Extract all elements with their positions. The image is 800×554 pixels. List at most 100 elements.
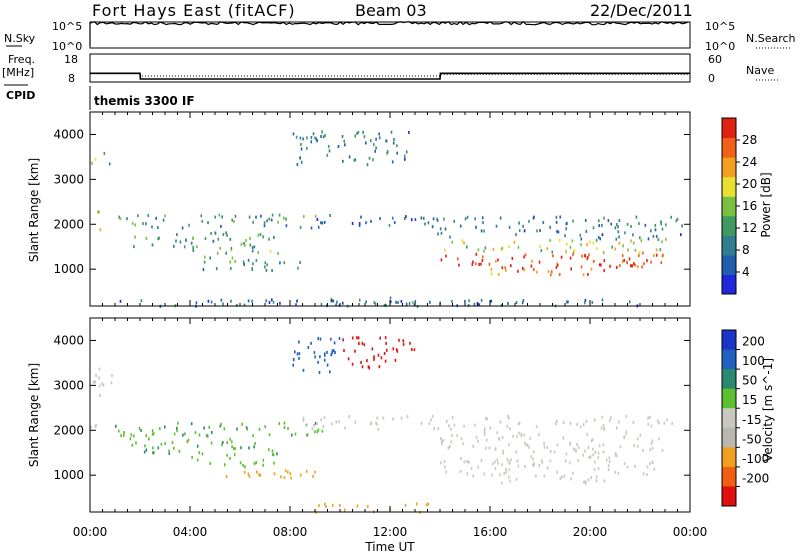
- heatmap-cell: [210, 232, 212, 235]
- heatmap-cell: [380, 356, 383, 360]
- heatmap-cell: [569, 461, 571, 465]
- heatmap-cell: [214, 231, 217, 235]
- heatmap-cell: [632, 233, 634, 237]
- heatmap-cell: [321, 221, 324, 225]
- heatmap-cell: [654, 228, 657, 232]
- heatmap-cell: [481, 255, 484, 259]
- heatmap-cell: [522, 298, 525, 302]
- heatmap-cell: [269, 249, 272, 253]
- heatmap-cell: [294, 432, 297, 436]
- heatmap-cell: [91, 161, 93, 165]
- heatmap-cell: [305, 469, 308, 473]
- heatmap-cell: [653, 254, 655, 258]
- heatmap-cell: [661, 448, 664, 452]
- heatmap-cell: [403, 154, 406, 158]
- heatmap-cell: [320, 418, 322, 422]
- heatmap-cell: [176, 429, 178, 433]
- heatmap-cell: [503, 471, 505, 475]
- heatmap-cell: [638, 222, 640, 225]
- heatmap-cell: [268, 301, 271, 304]
- heatmap-cell: [196, 444, 199, 448]
- heatmap-cell: [432, 217, 435, 221]
- heatmap-cell: [602, 424, 605, 427]
- heatmap-cell: [361, 341, 364, 345]
- heatmap-cell: [518, 221, 520, 225]
- heatmap-cell: [472, 474, 474, 478]
- heatmap-cell: [617, 471, 620, 475]
- heatmap-cell: [310, 140, 313, 144]
- heatmap-cell: [378, 132, 380, 136]
- velocity-colorbar-band: [722, 388, 736, 409]
- heatmap-cell: [248, 446, 250, 450]
- heatmap-cell: [632, 420, 635, 424]
- heatmap-cell: [210, 441, 213, 445]
- heatmap-cell: [531, 259, 533, 263]
- heatmap-cell: [354, 349, 356, 353]
- heatmap-cell: [306, 423, 308, 427]
- heatmap-cell: [396, 151, 398, 155]
- heatmap-cell: [658, 421, 660, 425]
- heatmap-cell: [373, 355, 375, 359]
- heatmap-cell: [268, 237, 270, 241]
- heatmap-cell: [654, 223, 657, 227]
- heatmap-cell: [295, 135, 298, 139]
- heatmap-cell: [423, 216, 425, 220]
- heatmap-cell: [234, 447, 236, 451]
- heatmap-cell: [602, 450, 605, 454]
- heatmap-cell: [326, 153, 329, 157]
- y-tick-label: 4000: [53, 333, 84, 347]
- heatmap-cell: [412, 300, 414, 304]
- freq-unit-label: [MHz]: [2, 66, 34, 79]
- heatmap-cell: [517, 269, 519, 273]
- velocity-colorbar-band: [722, 466, 736, 487]
- heatmap-cell: [536, 270, 538, 274]
- heatmap-cell: [373, 143, 375, 147]
- heatmap-cell: [194, 431, 197, 435]
- heatmap-cell: [314, 136, 316, 140]
- heatmap-cell: [551, 250, 554, 254]
- heatmap-cell: [404, 503, 407, 507]
- heatmap-cell: [277, 220, 279, 224]
- heatmap-cell: [427, 221, 430, 225]
- heatmap-cell: [103, 152, 106, 155]
- heatmap-cell: [558, 238, 561, 242]
- heatmap-cell: [474, 262, 477, 266]
- heatmap-cell: [385, 303, 387, 307]
- freq-tick-bottom: 8: [68, 72, 75, 85]
- heatmap-cell: [583, 301, 586, 305]
- heatmap-cell: [552, 254, 554, 258]
- heatmap-cell: [590, 476, 592, 480]
- heatmap-cell: [582, 273, 585, 277]
- time-axis-label: Time UT: [364, 540, 415, 554]
- heatmap-cell: [515, 301, 518, 304]
- power-colorbar-tick-label: 4: [742, 265, 750, 279]
- heatmap-cell: [589, 240, 591, 244]
- heatmap-cell: [616, 223, 618, 226]
- heatmap-cell: [524, 441, 526, 445]
- heatmap-cell: [290, 476, 292, 480]
- velocity-colorbar-tick-label: 100: [742, 354, 765, 368]
- heatmap-cell: [137, 214, 139, 218]
- heatmap-cell: [501, 266, 504, 270]
- heatmap-cell: [310, 226, 313, 230]
- heatmap-cell: [221, 215, 223, 219]
- heatmap-cell: [577, 446, 580, 450]
- heatmap-cell: [111, 374, 113, 378]
- heatmap-cell: [262, 458, 265, 462]
- heatmap-cell: [236, 427, 238, 431]
- heatmap-cell: [313, 424, 315, 428]
- heatmap-cell: [649, 415, 651, 419]
- heatmap-cell: [634, 263, 636, 267]
- heatmap-cell: [130, 433, 133, 437]
- heatmap-cell: [375, 146, 377, 150]
- heatmap-cell: [587, 446, 590, 449]
- heatmap-cell: [587, 478, 590, 482]
- heatmap-cell: [650, 441, 653, 445]
- heatmap-cell: [157, 226, 159, 230]
- heatmap-cell: [138, 427, 141, 430]
- heatmap-cell: [332, 503, 334, 507]
- heatmap-cell: [600, 263, 602, 267]
- heatmap-cell: [299, 136, 302, 140]
- heatmap-cell: [601, 415, 603, 419]
- heatmap-cell: [328, 149, 331, 153]
